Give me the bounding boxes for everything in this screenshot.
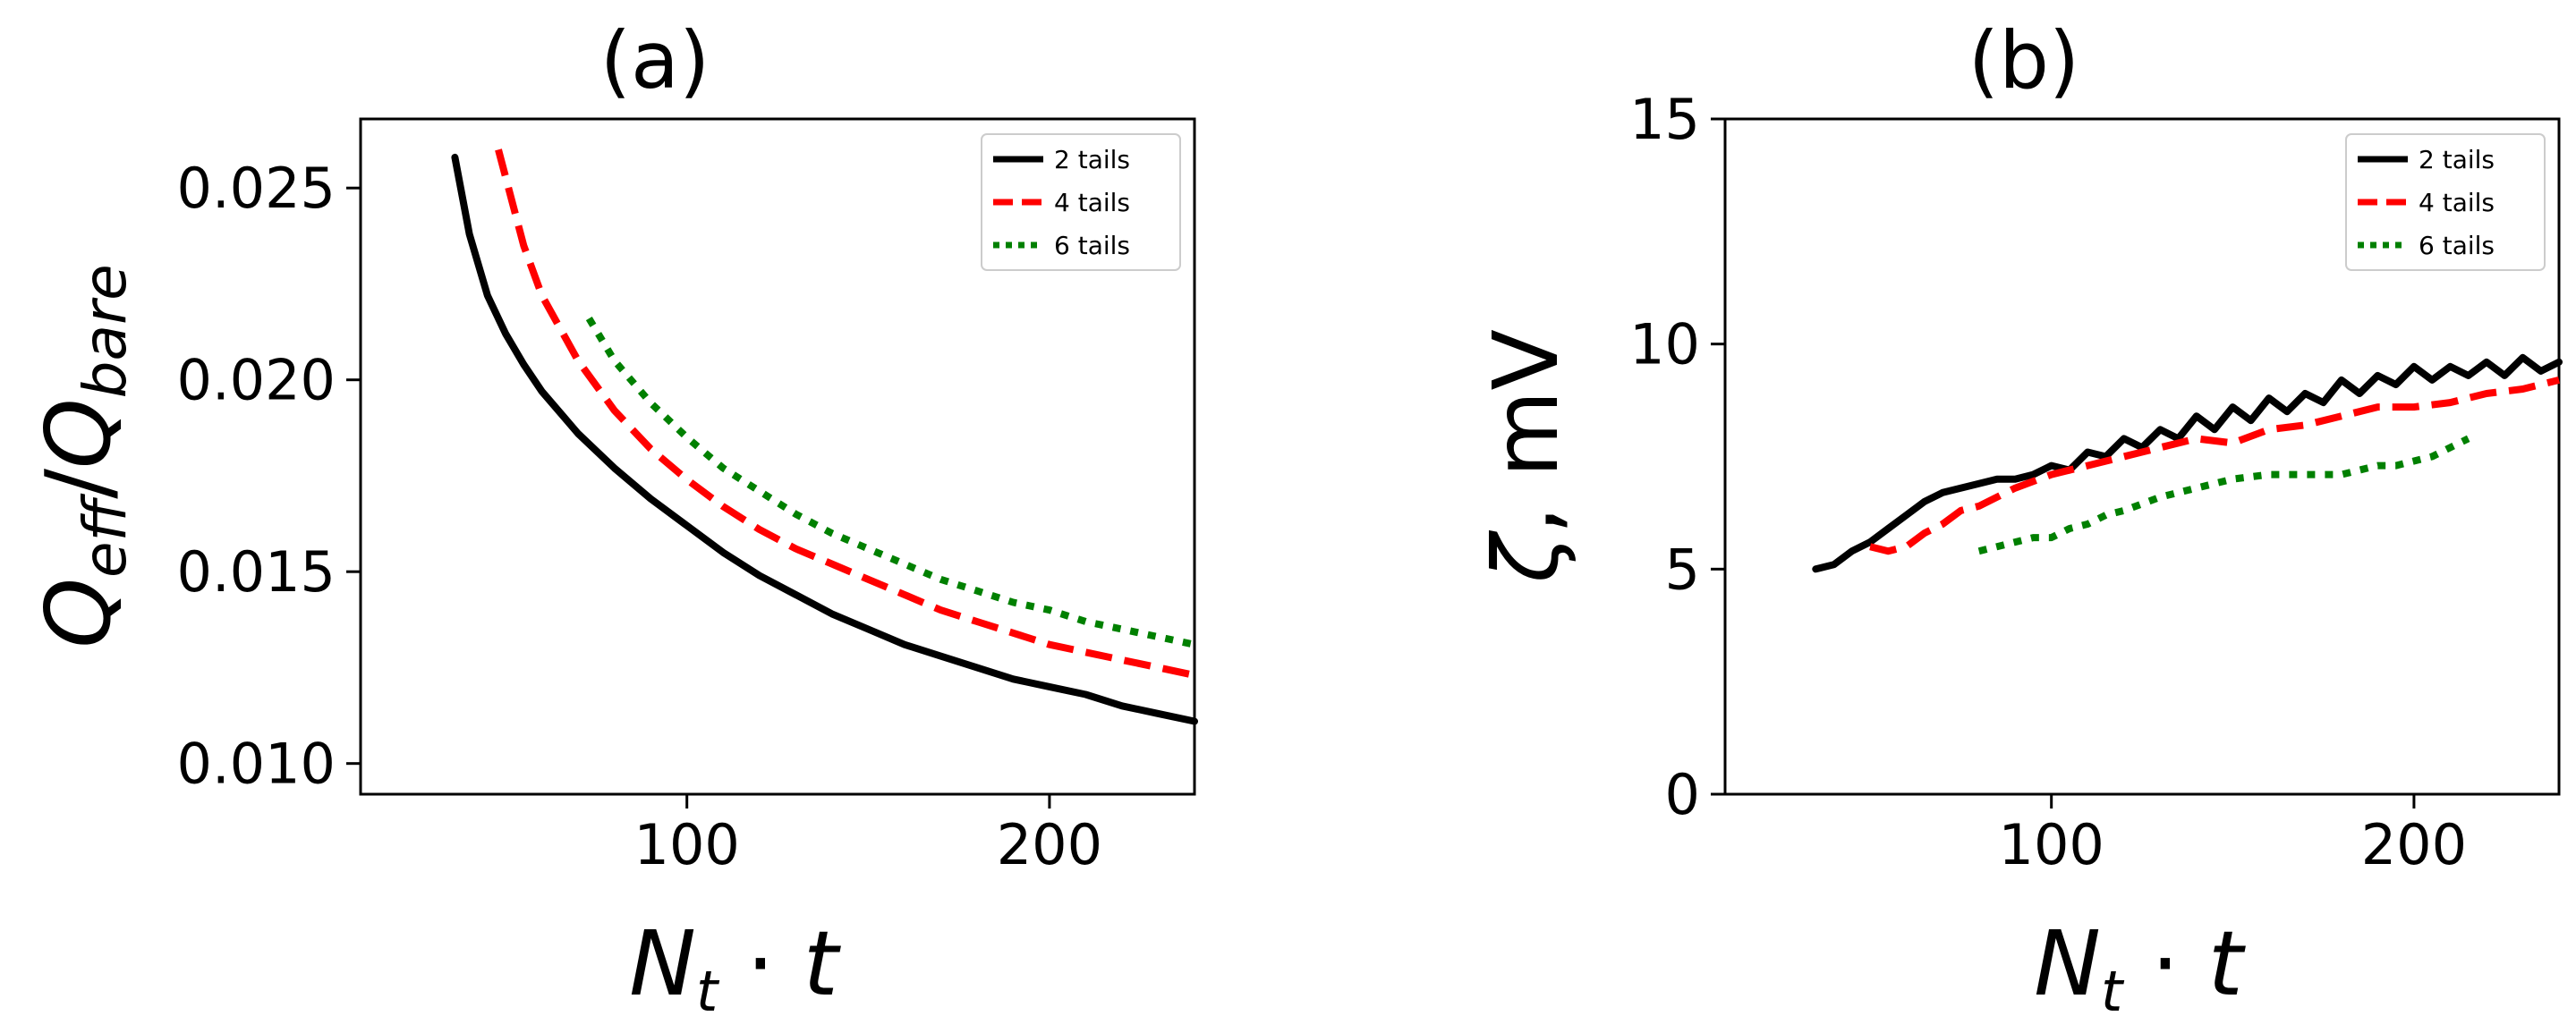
panel-a-xtick-label-0: 100 [634, 812, 740, 877]
panel-b-ytick-label-1: 5 [1665, 537, 1700, 602]
panel-b-xtick-label-1: 200 [2361, 812, 2467, 877]
panel-a-ytick-label-2: 0.020 [177, 348, 336, 413]
panel-b-series-1-line [1869, 377, 2560, 555]
panel-b-ytick-label-2: 10 [1629, 312, 1700, 377]
panel-a-axes: 100 200 0.010 0.015 0.020 0.025 [177, 156, 1103, 877]
panel-a-series [451, 148, 1198, 725]
panel-a-legend: 2 tails 4 tails 6 tails [981, 133, 1181, 271]
panel-b-legend-box [2345, 133, 2546, 271]
panel-b-ytick-label-3: 15 [1629, 87, 1700, 152]
panel-b-legend-label-2: 6 tails [2419, 231, 2495, 260]
panel-a-ytick-label-0: 0.010 [177, 732, 336, 797]
panel-b-title: (b) [1968, 14, 2080, 106]
panel-a-ytick-label-1: 0.015 [177, 539, 336, 605]
panel-a-series-1-line [495, 148, 1195, 679]
panel-a-legend-label-1: 4 tails [1054, 188, 1130, 217]
panel-b-axes: 100 200 0 5 10 15 [1629, 87, 2467, 877]
panel-a-ytick-label-3: 0.025 [177, 156, 336, 221]
panel-a-ylabel: Qeff/Qbare [26, 264, 140, 648]
panel-b-legend-label-0: 2 tails [2419, 145, 2495, 174]
panel-b-plot-frame [1723, 117, 2561, 796]
panel-b-ytick-label-0: 0 [1665, 762, 1700, 827]
panel-b-legend-label-1: 4 tails [2419, 188, 2495, 217]
panel-a: (a) 100 200 0.010 0.015 0.020 0.025 Qeff/Qbar… [26, 14, 1198, 1016]
panel-b-series-0-line [1812, 353, 2563, 573]
panel-b: (b) 100 200 0 5 10 15 ζ, mV Nt · t 2 tails 4 … [1474, 14, 2563, 1016]
panel-b-xlabel: Nt · t [2034, 911, 2247, 1016]
panel-a-legend-label-2: 6 tails [1054, 231, 1130, 260]
panel-a-series-0-line [451, 153, 1198, 725]
panel-b-series-2-line [1977, 435, 2470, 555]
panel-b-legend: 2 tails 4 tails 6 tails [2345, 133, 2546, 271]
panel-a-legend-box [981, 133, 1181, 271]
panel-a-title: (a) [600, 14, 710, 106]
panel-b-xtick-label-0: 100 [1999, 812, 2104, 877]
panel-b-ylabel: ζ, mV [1474, 329, 1578, 584]
panel-a-series-2-line [585, 317, 1195, 648]
panel-b-series [1812, 353, 2563, 573]
panel-a-legend-label-0: 2 tails [1054, 145, 1130, 174]
panel-a-xlabel: Nt · t [629, 911, 842, 1016]
panel-a-plot-frame [359, 117, 1196, 796]
panel-a-xtick-label-1: 200 [997, 812, 1102, 877]
